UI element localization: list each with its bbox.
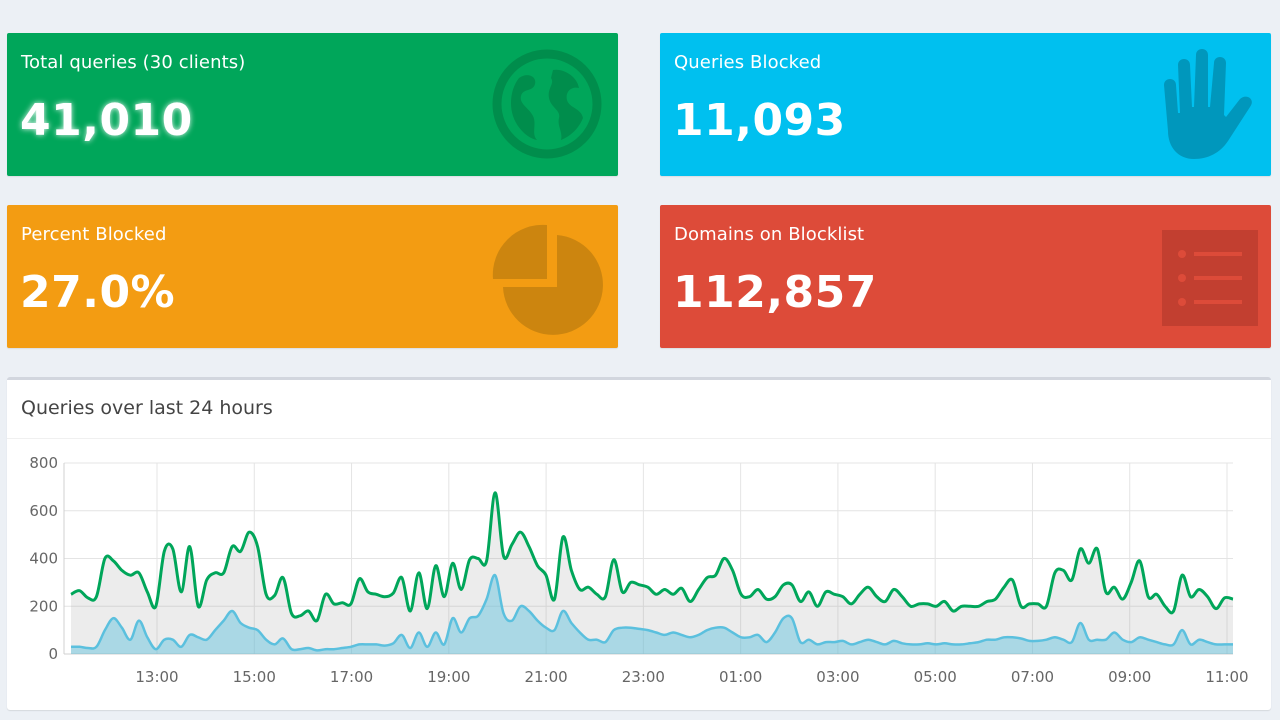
domains-blocklist-value: 112,857 [673,267,877,318]
queries-chart: 0 200 400 600 800 13:00 15:00 17:00 19:00 21:00 23… [7,438,1271,710]
x-tick-label: 01:00 [719,668,762,686]
series-line-0 [70,491,1234,623]
series-area-1 [71,574,1233,654]
list-icon [1162,230,1258,326]
queries-blocked-box: Queries Blocked 11,093 [660,33,1271,176]
series-area-0 [71,492,1233,654]
x-tick-label: 23:00 [622,668,665,686]
y-tick-label: 200 [29,597,58,615]
series-line-1 [70,573,1233,652]
x-tick-label: 19:00 [427,668,470,686]
total-queries-value: 41,010 [20,95,193,146]
y-tick-label: 600 [29,502,58,520]
queries-chart-panel: Queries over last 24 hours 0 200 400 600 800… [7,377,1271,710]
x-tick-label: 13:00 [135,668,178,686]
y-tick-label: 0 [48,645,58,663]
x-tick-label: 17:00 [330,668,373,686]
x-tick-label: 15:00 [233,668,276,686]
panel-header: Queries over last 24 hours [7,380,1271,439]
x-tick-label: 05:00 [914,668,957,686]
queries-blocked-value: 11,093 [673,95,846,146]
hand-icon [1164,49,1252,159]
domains-blocklist-label: Domains on Blocklist [674,224,865,245]
percent-blocked-value: 27.0% [20,267,176,318]
percent-blocked-label: Percent Blocked [21,224,167,245]
panel-title: Queries over last 24 hours [21,397,273,419]
y-tick-label: 800 [29,454,58,472]
x-tick-label: 11:00 [1205,668,1248,686]
total-queries-box: Total queries (30 clients) 41,010 [7,33,618,176]
queries-chart-svg: 0 200 400 600 800 13:00 15:00 17:00 19:00 21:00 23… [29,454,1248,686]
x-tick-label: 09:00 [1108,668,1151,686]
x-tick-label: 21:00 [524,668,567,686]
total-queries-label: Total queries (30 clients) [21,52,246,73]
pie-chart-icon [492,224,603,335]
y-tick-label: 400 [29,550,58,568]
x-tick-label: 03:00 [816,668,859,686]
globe-icon [492,49,602,159]
percent-blocked-box: Percent Blocked 27.0% [7,205,618,348]
domains-blocklist-box: Domains on Blocklist 112,857 [660,205,1271,348]
queries-blocked-label: Queries Blocked [674,52,822,73]
x-tick-label: 07:00 [1011,668,1054,686]
